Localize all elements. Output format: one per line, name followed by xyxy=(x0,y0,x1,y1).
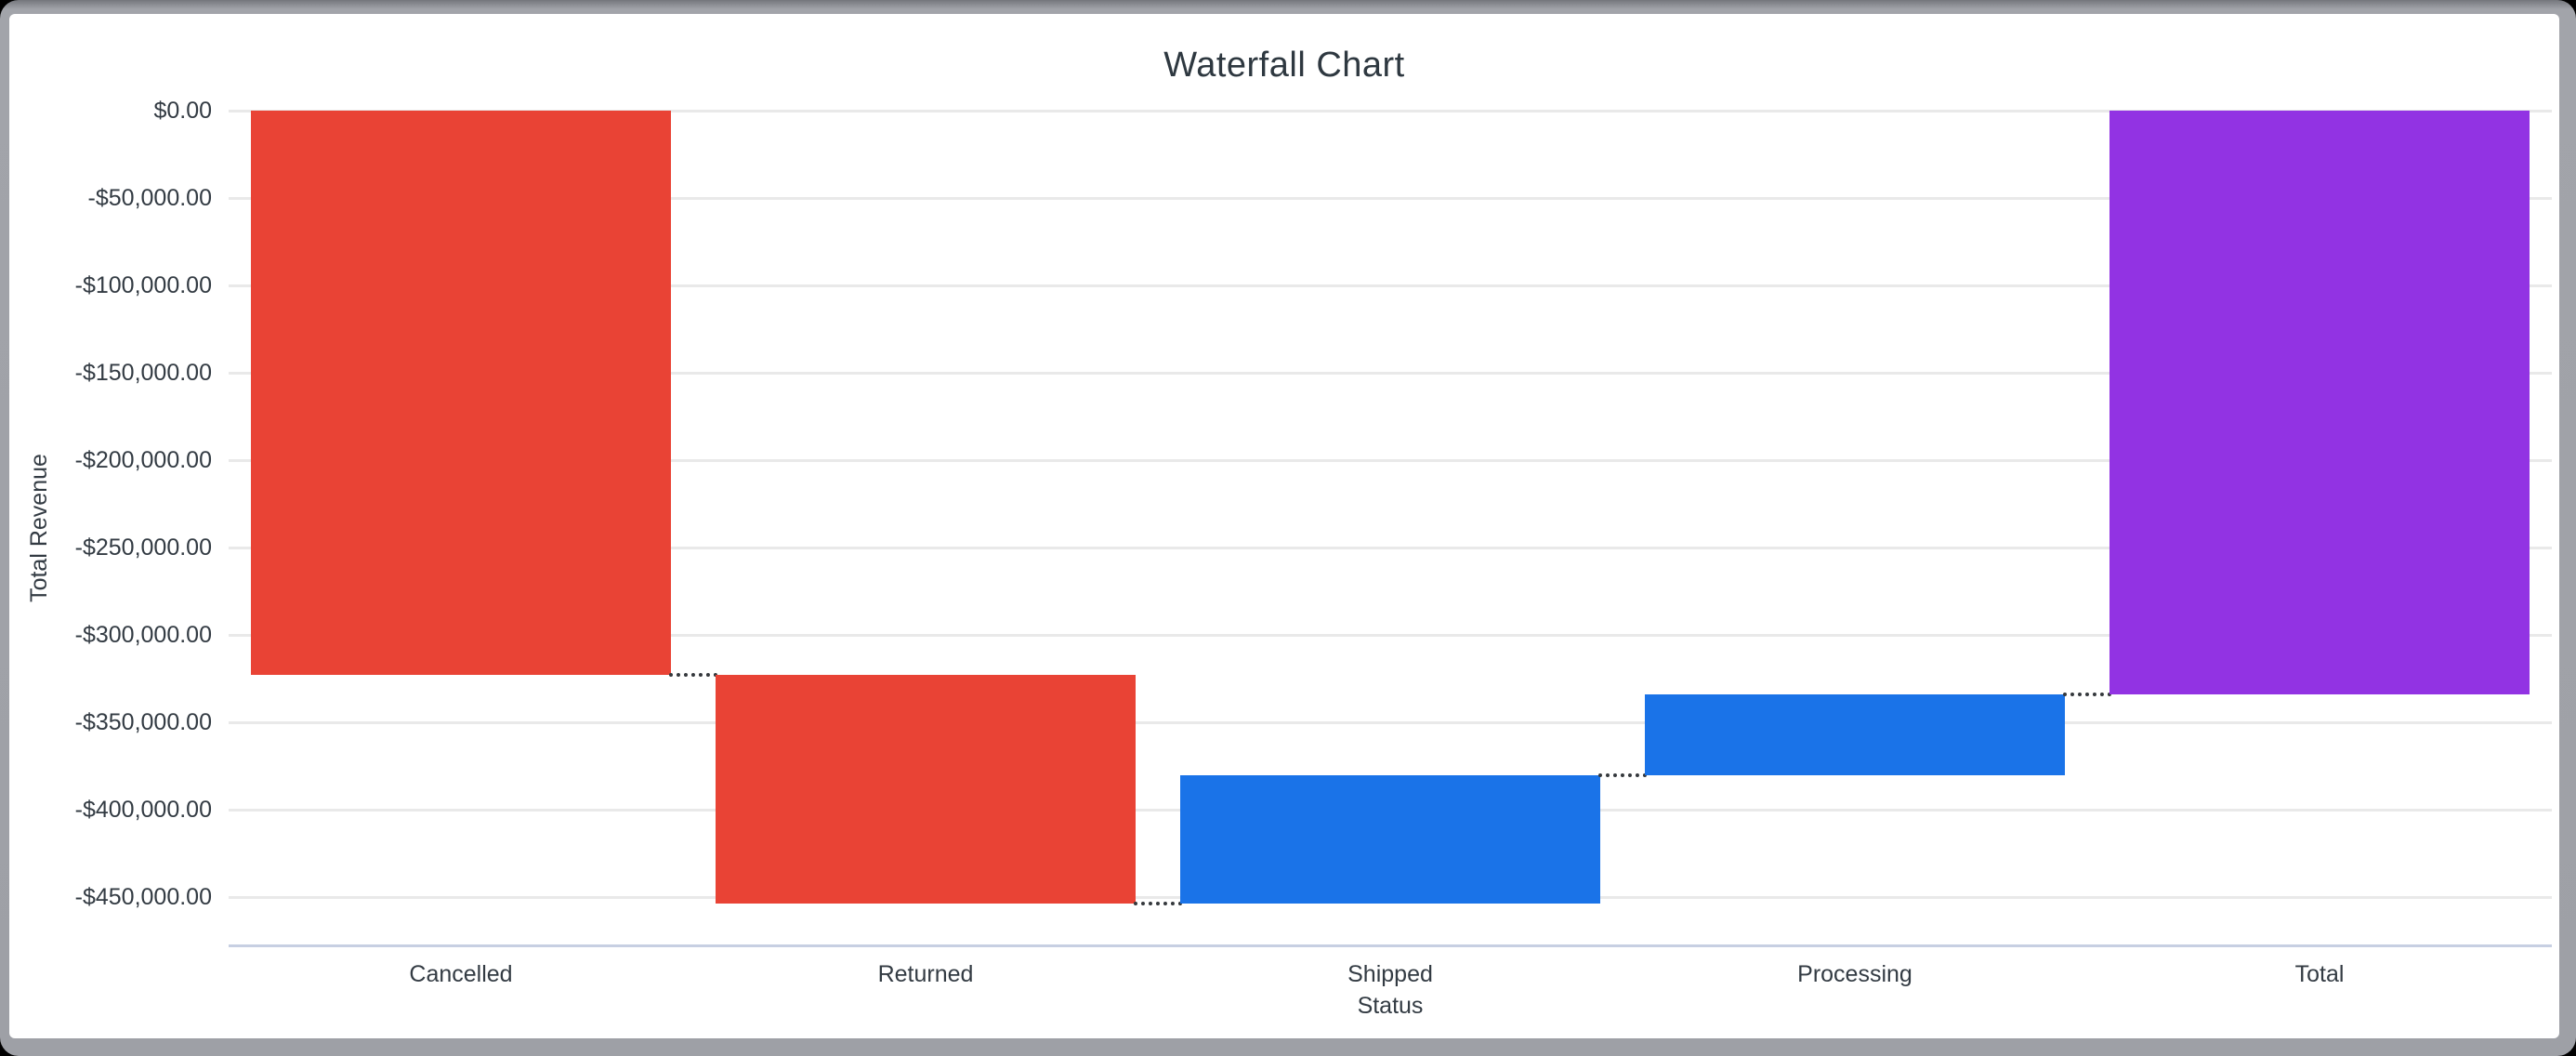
connector-line xyxy=(2063,693,2111,697)
y-tick-label: -$350,000.00 xyxy=(74,709,212,736)
connector-line xyxy=(1598,772,1647,777)
x-category-label: Returned xyxy=(877,961,974,987)
x-category-label: Shipped xyxy=(1347,961,1433,987)
y-tick-label: -$400,000.00 xyxy=(74,797,212,824)
bar-cancelled[interactable] xyxy=(251,111,671,676)
gridline xyxy=(229,546,2552,549)
connector-line xyxy=(669,673,717,678)
y-tick-label: -$300,000.00 xyxy=(74,622,212,649)
bar-processing[interactable] xyxy=(1645,694,2065,775)
y-tick-label: -$150,000.00 xyxy=(74,360,212,387)
gridline xyxy=(229,196,2552,200)
y-tick-label: -$50,000.00 xyxy=(87,185,212,212)
gridline xyxy=(229,109,2552,112)
y-tick-label: -$250,000.00 xyxy=(74,535,212,561)
gridline xyxy=(229,633,2552,637)
y-tick-label: -$100,000.00 xyxy=(74,272,212,299)
y-axis-title-text: Total Revenue xyxy=(26,454,52,602)
y-tick-label: -$200,000.00 xyxy=(74,447,212,474)
gridline xyxy=(229,371,2552,375)
chart-card: Waterfall Chart Total Revenue Status $0.… xyxy=(9,14,2559,1038)
bar-total[interactable] xyxy=(2109,111,2530,695)
chart-title: Waterfall Chart xyxy=(1163,46,1405,85)
x-axis-line xyxy=(229,944,2552,947)
bar-returned[interactable] xyxy=(716,675,1136,904)
y-tick-label: -$450,000.00 xyxy=(74,884,212,911)
plot-area xyxy=(229,109,2552,947)
connector-line xyxy=(1134,901,1182,905)
bar-shipped[interactable] xyxy=(1180,774,1600,904)
x-category-label: Total xyxy=(2294,961,2345,987)
gridline xyxy=(229,284,2552,287)
gridline xyxy=(229,720,2552,724)
x-category-label: Cancelled xyxy=(409,961,513,987)
y-tick-label: $0.00 xyxy=(153,98,212,124)
x-axis-title: Status xyxy=(1357,993,1424,1019)
x-category-label: Processing xyxy=(1797,961,1912,987)
gridline xyxy=(229,458,2552,462)
